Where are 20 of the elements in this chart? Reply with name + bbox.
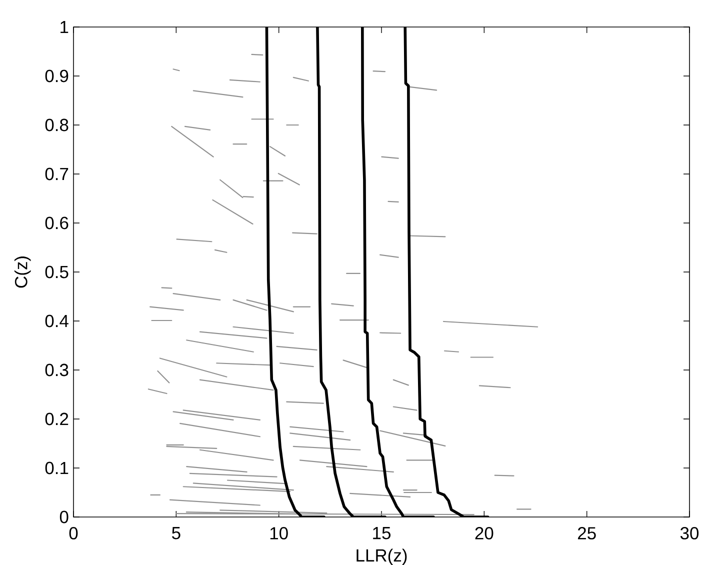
y-tick-label: 1	[60, 20, 68, 34]
y-tick-label: 0.7	[45, 168, 68, 180]
y-axis-title: C(z)	[14, 256, 31, 288]
y-tick-label: 0.6	[45, 216, 68, 230]
x-tick-label: 10	[270, 527, 288, 540]
y-tick-label: 0.4	[45, 314, 68, 328]
y-tick-label: 0.5	[45, 266, 68, 278]
x-tick-label: 30	[680, 527, 699, 540]
y-tick-label: 0.8	[45, 118, 68, 132]
x-tick-label: 25	[578, 527, 596, 540]
y-tick-label: 0.2	[45, 412, 68, 426]
x-tick-label: 5	[172, 527, 180, 540]
x-tick-label: 0	[69, 527, 78, 540]
x-tick-label: 20	[475, 527, 494, 540]
x-axis-title: LLR(z)	[356, 548, 407, 565]
y-tick-label: 0.9	[45, 70, 68, 82]
x-tick-label: 15	[373, 527, 390, 540]
y-tick-label: 0.3	[45, 364, 68, 376]
y-tick-label: 0.1	[45, 462, 68, 474]
y-tick-label: 0	[60, 510, 68, 524]
